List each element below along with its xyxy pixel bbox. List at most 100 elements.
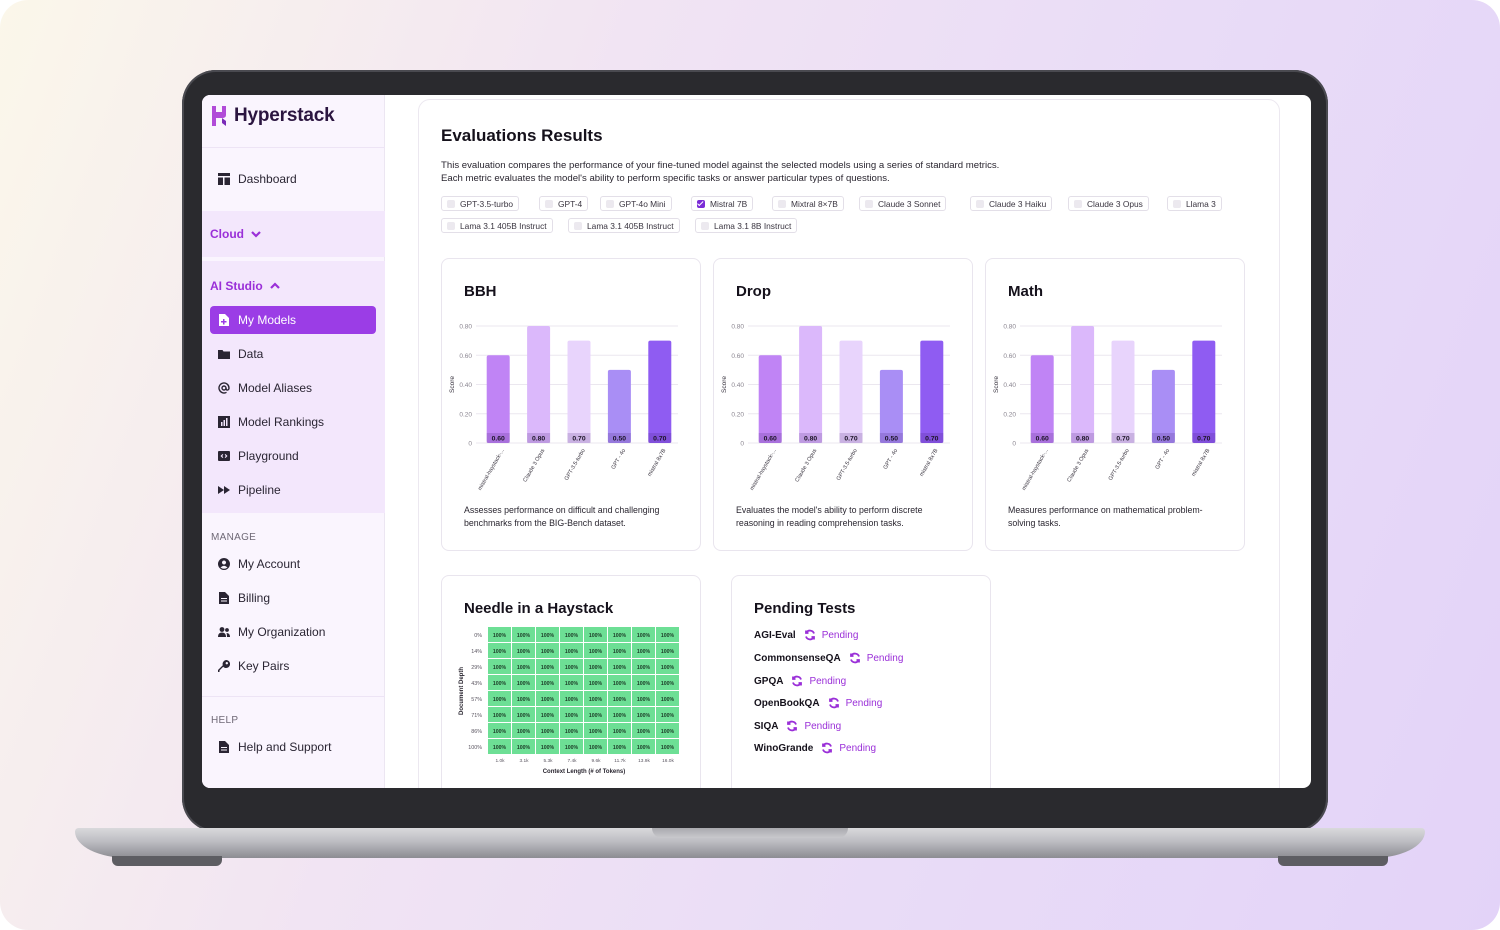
- heatmap-cell-value: 100%: [661, 665, 675, 671]
- bbh-panel: BBH 0 0.20 0.40 0.60 0.80 Score 0.60 mistral-ha…: [441, 258, 701, 551]
- checkbox[interactable]: [865, 199, 873, 208]
- ai-studio-toggle[interactable]: AI Studio: [210, 279, 281, 293]
- nav-model-aliases[interactable]: Model Aliases: [210, 374, 376, 402]
- model-chip-label: Lama 3.1 405B Instruct: [460, 220, 547, 231]
- heatmap-cell: [656, 627, 679, 642]
- model-chip[interactable]: Mixtral 8×7B: [772, 196, 844, 211]
- model-chip[interactable]: Lama 3.1 405B Instruct: [568, 218, 680, 233]
- cloud-section: [202, 211, 385, 257]
- bar-label-band: [486, 433, 510, 443]
- heatmap-cell-value: 100%: [613, 681, 627, 687]
- heatmap-cell-value: 100%: [565, 745, 579, 751]
- bar: [1192, 340, 1216, 443]
- code-icon: [218, 451, 230, 461]
- heatmap-cell-value: 100%: [541, 681, 555, 687]
- y-axis-label: Document Depth: [459, 667, 465, 715]
- cloud-toggle[interactable]: Cloud: [210, 227, 262, 241]
- heatmap-cell-value: 100%: [517, 729, 531, 735]
- x-tick-label: mistral-haystack-...: [749, 448, 778, 492]
- heatmap-cell-value: 100%: [661, 713, 675, 719]
- x-axis-label: Context Length (# of Tokens): [543, 769, 626, 775]
- bar-value-label: 0.70: [572, 436, 585, 443]
- checkbox[interactable]: [545, 199, 553, 208]
- checkbox[interactable]: [574, 221, 582, 230]
- heatmap-cell: [512, 723, 535, 738]
- panel-title: Pending Tests: [754, 600, 856, 617]
- pending-tests-panel: Pending Tests AGI-Eval Pending Commonsens…: [731, 575, 991, 788]
- checkbox[interactable]: [1074, 199, 1082, 208]
- heatmap-cell: [512, 675, 535, 690]
- nav-billing[interactable]: Billing: [210, 584, 376, 612]
- checkbox-checked[interactable]: [697, 199, 705, 208]
- laptop-foot-right: [1278, 856, 1388, 866]
- model-chip[interactable]: GPT-3.5-turbo: [441, 196, 520, 211]
- model-chip[interactable]: Claude 3 Opus: [1068, 196, 1149, 211]
- test-name: CommonsenseQA: [754, 652, 841, 664]
- checkbox[interactable]: [447, 199, 455, 208]
- checkbox[interactable]: [606, 199, 614, 208]
- nav-model-rankings[interactable]: Model Rankings: [210, 408, 376, 436]
- panel-description: Evaluates the model's ability to perform…: [736, 505, 923, 528]
- checkbox[interactable]: [1173, 199, 1181, 208]
- model-chip-label: GPT-3.5-turbo: [460, 198, 514, 209]
- bar-label-band: [1192, 433, 1216, 443]
- heatmap-cell-value: 100%: [613, 665, 627, 671]
- model-chip[interactable]: Llama 3: [1167, 196, 1222, 211]
- row-label: 100%: [468, 745, 482, 751]
- y-tick-label: 0: [1012, 441, 1016, 448]
- heatmap-cell: [488, 643, 511, 658]
- checkbox[interactable]: [778, 199, 786, 208]
- bar-label-band: [1030, 433, 1054, 443]
- nav-help-and-support[interactable]: Help and Support: [210, 733, 376, 761]
- checkbox[interactable]: [447, 221, 455, 230]
- laptop-foot-left: [112, 856, 222, 866]
- checkbox[interactable]: [976, 199, 984, 208]
- drop-chart: 0 0.20 0.40 0.60 0.80 Score 0.60 mistral-haysta…: [721, 324, 950, 492]
- heatmap-cell-value: 100%: [589, 697, 603, 703]
- model-chip[interactable]: Claude 3 Haiku: [970, 196, 1053, 211]
- laptop-notch: [652, 828, 848, 838]
- nav-my-organization[interactable]: My Organization: [210, 618, 376, 646]
- model-chip[interactable]: Claude 3 Sonnet: [859, 196, 947, 211]
- nav-data-label: Data: [238, 347, 264, 361]
- heatmap-cell: [608, 691, 631, 706]
- row-label: 86%: [471, 729, 482, 735]
- nav-help-and-support-label: Help and Support: [238, 740, 332, 754]
- bar: [527, 326, 551, 443]
- model-chip[interactable]: GPT-4: [539, 196, 589, 211]
- heatmap-cell: [536, 739, 559, 754]
- heatmap-cell: [536, 723, 559, 738]
- heatmap-cell-value: 100%: [517, 697, 531, 703]
- nav-my-organization-label: My Organization: [238, 625, 326, 639]
- bar-value-label: 0.50: [613, 436, 626, 443]
- key-icon: [218, 660, 230, 672]
- nav-key-pairs[interactable]: Key Pairs: [210, 652, 376, 680]
- model-chip[interactable]: GPT-4o Mini: [600, 196, 672, 211]
- checkbox[interactable]: [701, 221, 709, 230]
- panel-title: Drop: [736, 283, 771, 300]
- heatmap-cell: [512, 643, 535, 658]
- nav-data[interactable]: Data: [210, 340, 376, 368]
- bar-value-label: 0.60: [764, 436, 777, 443]
- brand-logo[interactable]: Hyperstack: [210, 103, 335, 129]
- model-chip[interactable]: Lama 3.1 405B Instruct: [441, 218, 553, 233]
- model-chip[interactable]: Lama 3.1 8B Instruct: [695, 218, 798, 233]
- nav-dashboard[interactable]: Dashboard: [210, 165, 376, 193]
- bar-value-label: 0.70: [653, 436, 666, 443]
- heatmap-cell-value: 100%: [661, 649, 675, 655]
- model-chip[interactable]: Mistral 7B: [691, 196, 754, 211]
- heatmap-cell: [608, 707, 631, 722]
- pending-test-row: SIQA Pending: [754, 720, 841, 732]
- bar-label-band: [1151, 433, 1175, 443]
- heatmap-cell-value: 100%: [613, 649, 627, 655]
- bar: [1030, 355, 1054, 443]
- bar: [607, 369, 631, 443]
- heatmap-cell-value: 100%: [661, 729, 675, 735]
- heatmap-cell-value: 100%: [517, 633, 531, 639]
- nav-my-account[interactable]: My Account: [210, 550, 376, 578]
- nav-my-models[interactable]: My Models: [210, 306, 376, 334]
- nav-playground[interactable]: Playground: [210, 442, 376, 470]
- nav-pipeline[interactable]: Pipeline: [210, 476, 376, 504]
- col-label: 3.1k: [519, 758, 529, 764]
- heatmap-cell: [632, 707, 655, 722]
